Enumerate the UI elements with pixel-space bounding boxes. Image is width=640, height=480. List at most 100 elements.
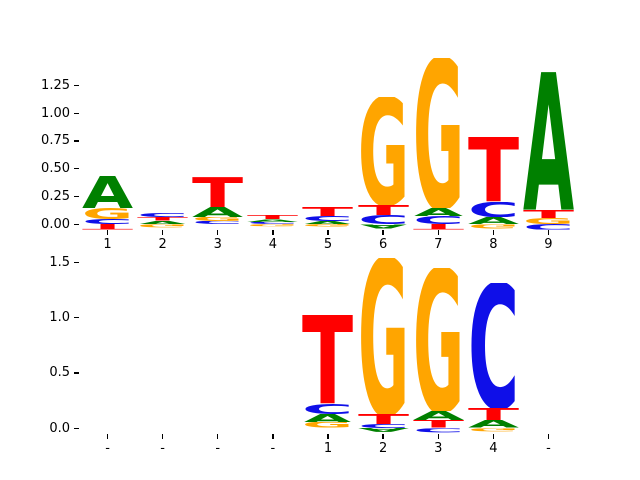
svg-text:T: T [192,177,243,207]
svg-text:C: C [302,404,353,414]
y-tick-label: 0.25 [41,188,70,204]
svg-text:G: G [358,258,409,414]
logo-letter-T: T [137,217,188,220]
y-tick-mark [74,140,79,142]
logo-letter-A: A [302,221,353,224]
x-tick-mark [437,433,439,439]
logo-letter-G: G [247,224,298,226]
x-tick-label: - [160,440,165,456]
x-tick-mark [161,229,164,235]
x-tick-mark [217,433,219,439]
logo-letter-G: G [302,422,353,428]
logo-letter-C: C [302,404,353,414]
svg-text:T: T [468,137,519,201]
logo-letter-A: A [413,208,464,216]
logo-letter-C: C [192,221,243,224]
x-tick-label: 1 [103,236,112,252]
y-tick-mark [74,427,79,429]
svg-text:A: A [358,224,409,228]
logo-letter-T: T [82,224,133,230]
logo-letter-C: C [523,224,574,230]
svg-text:G: G [192,217,243,221]
x-tick-label: 9 [544,236,553,252]
svg-text:T: T [358,414,409,424]
svg-text:T: T [523,210,574,218]
logo-letter-C: C [82,219,133,224]
y-tick-mark [74,372,79,374]
logo-letter-T: T [302,315,353,403]
svg-text:C: C [192,221,243,224]
x-tick-label: 1 [323,440,333,456]
logo-letter-T: T [247,215,298,219]
logo-letter-A: A [137,221,188,224]
logo-letter-A: A [82,176,133,208]
logo-letter-A: A [302,414,353,423]
x-tick-label: 3 [434,440,443,456]
x-tick-label: 4 [489,440,498,456]
svg-text:T: T [247,215,298,219]
svg-text:G: G [137,224,188,227]
y-tick-label: 0.0 [49,420,70,436]
svg-text:G: G [247,224,298,226]
svg-text:G: G [302,224,353,227]
svg-text:G: G [358,97,409,205]
y-tick-label: 1.5 [49,254,70,270]
svg-text:T: T [468,408,519,420]
x-tick-label: - [105,440,110,456]
x-tick-label: - [215,440,221,456]
logo-letter-T: T [413,224,464,230]
logo-letter-T: T [192,177,243,207]
y-tick-label: 1.25 [41,77,70,93]
logo-letter-T: T [302,207,353,216]
svg-text:C: C [247,222,298,224]
svg-text:C: C [137,213,188,217]
x-tick-label: 8 [489,236,498,252]
logo-letter-C: C [137,213,188,217]
logo-letter-C: C [358,424,409,428]
x-tick-label: - [270,440,276,456]
logo-letter-T: T [358,414,409,424]
logo-letter-A: A [247,219,298,222]
svg-text:A: A [302,414,353,423]
logo-letter-G: G [358,258,409,414]
x-tick-label: 3 [213,236,222,252]
x-tick-mark [272,433,274,439]
x-tick-label: - [546,440,551,456]
x-tick-mark [161,433,164,439]
x-tick-mark [437,229,439,235]
svg-text:A: A [523,72,574,210]
svg-text:G: G [413,268,464,412]
x-tick-mark [106,229,109,235]
logo-letter-A: A [358,428,409,432]
y-tick-label: 0.00 [41,216,70,232]
logo-letter-G: G [192,217,243,221]
logo-letter-C: C [302,216,353,221]
svg-text:A: A [192,207,243,217]
logo-letter-A: A [192,207,243,217]
svg-text:T: T [137,217,188,220]
logo-letter-C: C [413,428,464,432]
x-tick-mark [382,433,384,439]
logo-letter-G: G [468,224,519,228]
logo-letter-T: T [413,420,464,428]
logo-letter-C: C [468,283,519,408]
x-tick-mark [327,229,329,235]
x-tick-label: 5 [323,236,333,252]
x-tick-label: 2 [158,236,167,252]
svg-text:G: G [523,218,574,224]
svg-text:T: T [302,315,353,403]
svg-text:A: A [82,176,133,208]
svg-text:A: A [137,221,188,224]
y-tick-label: 1.0 [49,309,70,325]
logo-letter-C: C [413,216,464,224]
svg-text:A: A [413,411,464,420]
x-tick-mark [547,433,550,439]
svg-text:G: G [413,58,464,208]
y-tick-mark [74,84,79,87]
svg-text:T: T [358,205,409,215]
logo-letter-C: C [358,215,409,224]
svg-text:C: C [413,216,464,224]
